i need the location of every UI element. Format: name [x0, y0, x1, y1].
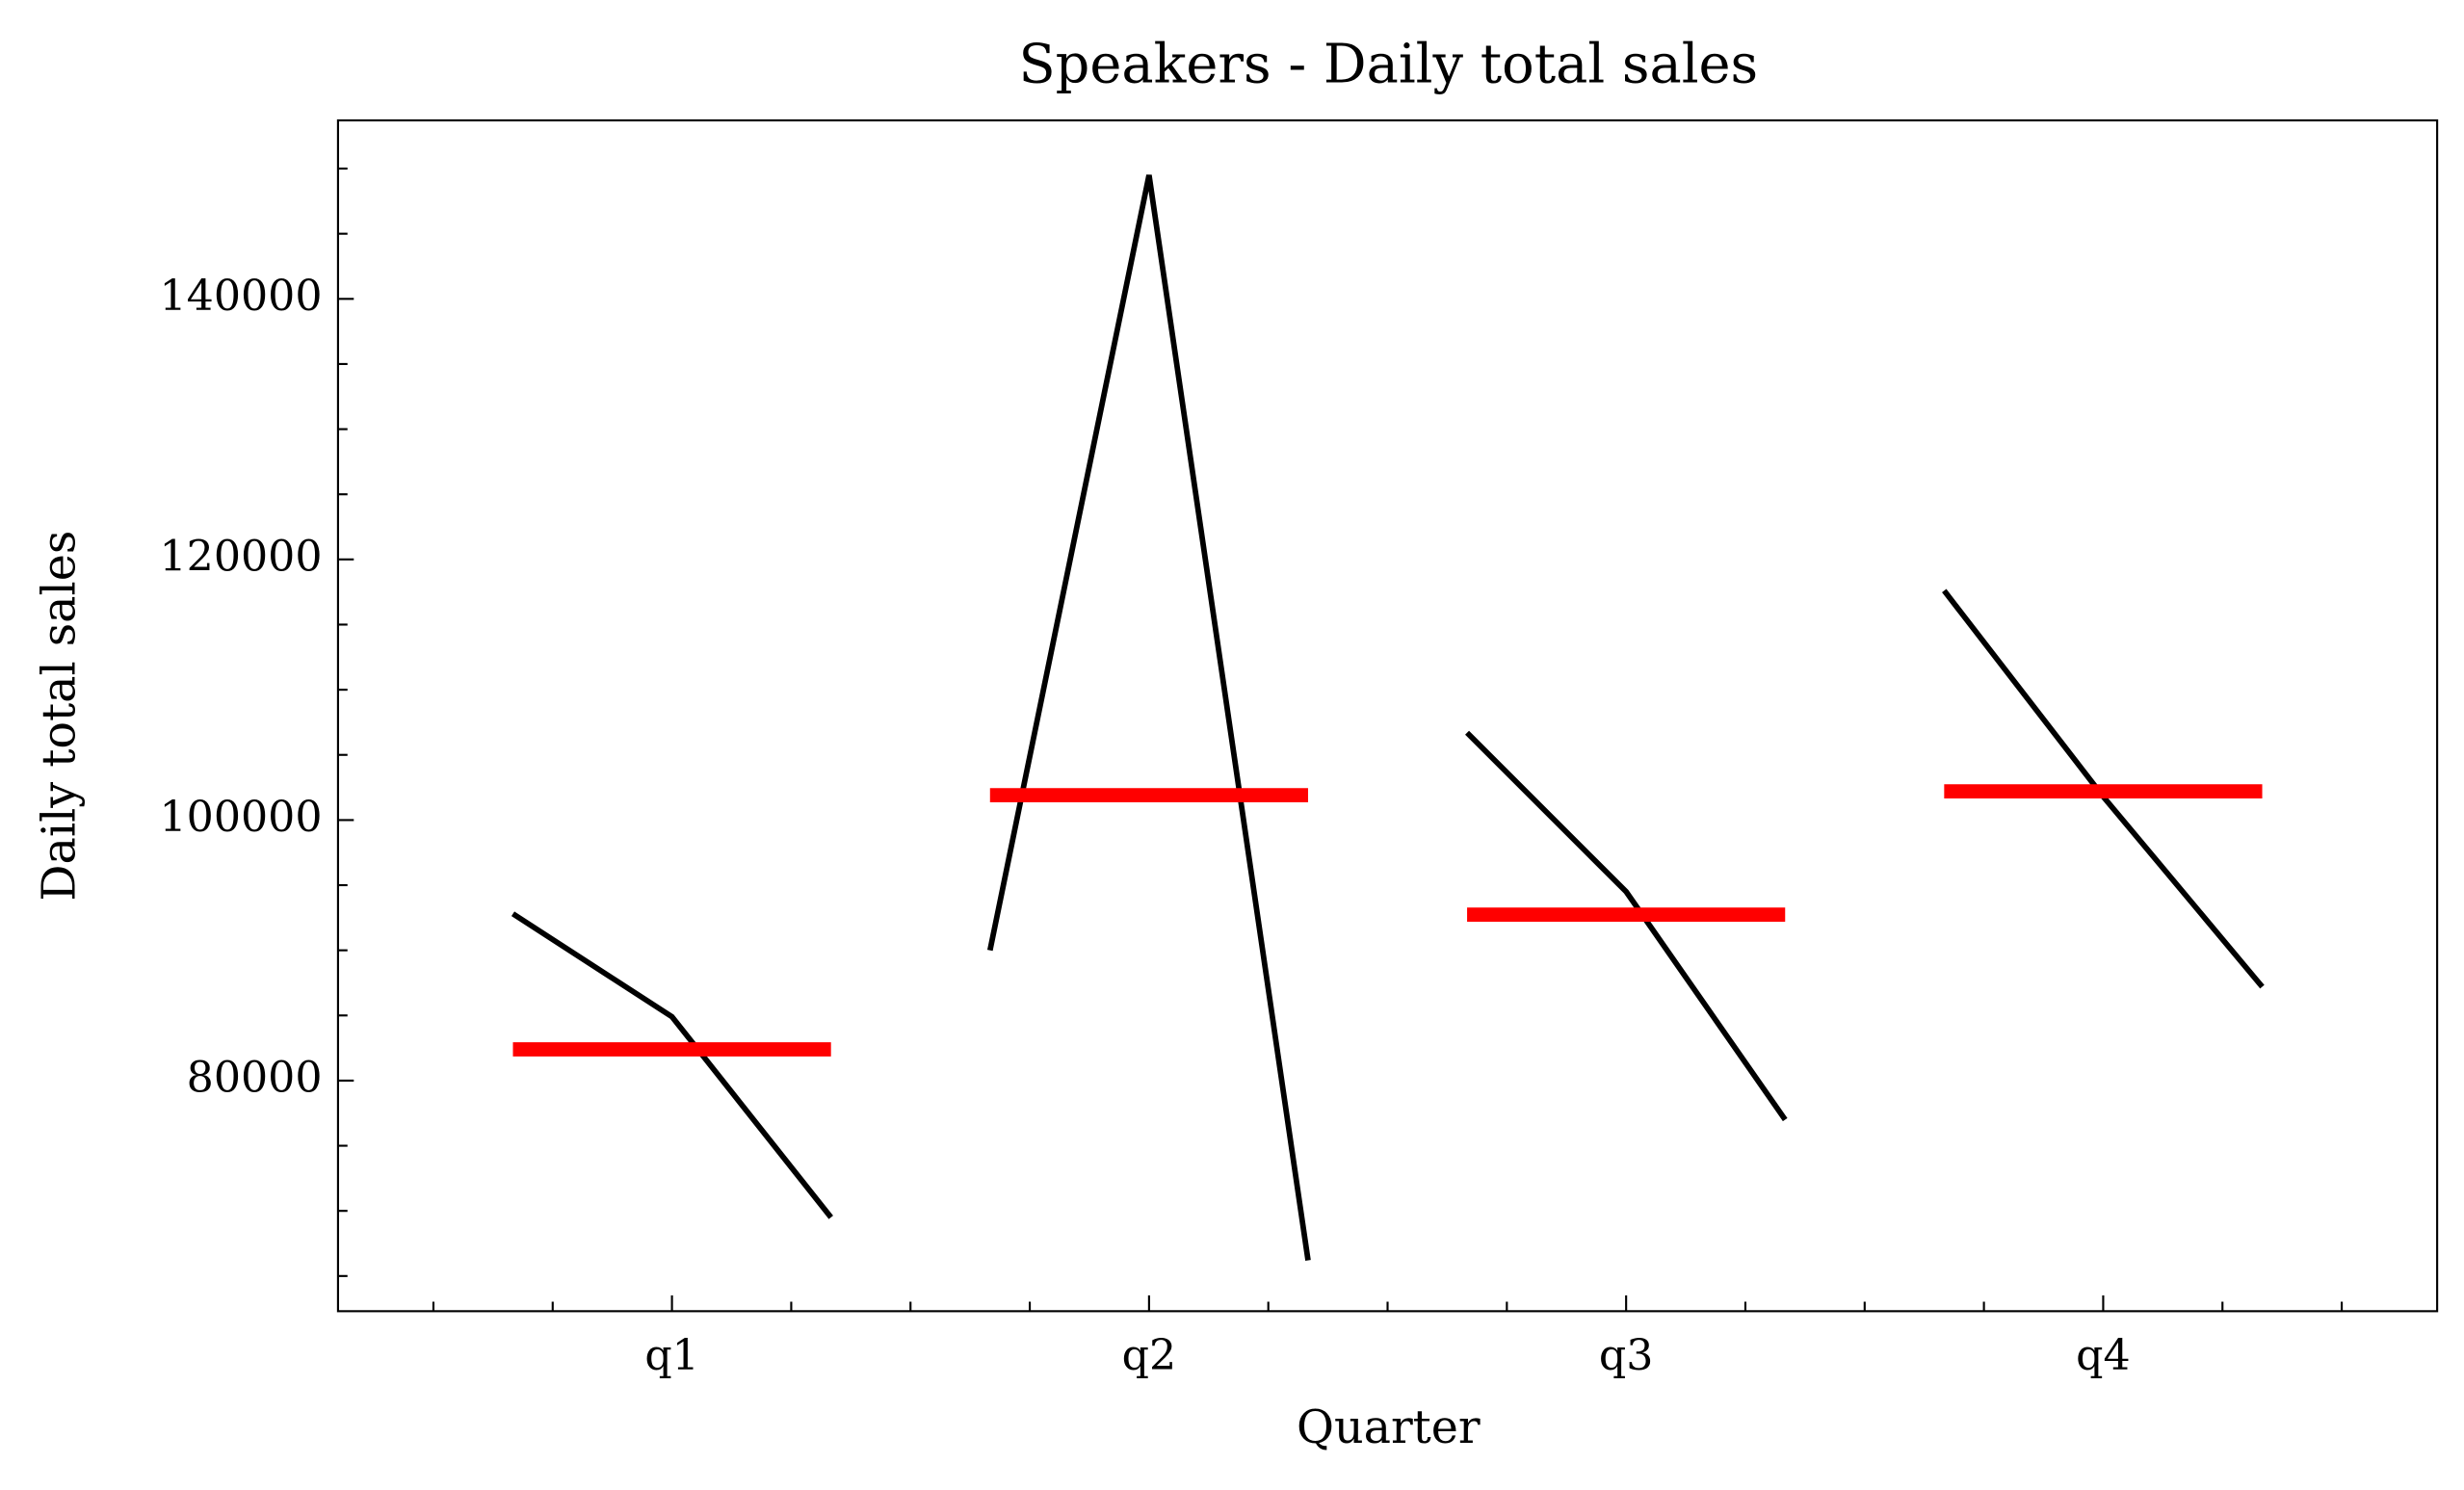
x-axis-label: Quarter — [1297, 1401, 1481, 1454]
y-tick-label: 100000 — [160, 793, 323, 842]
subseries-line — [986, 174, 1311, 1262]
y-axis-label: Daily total sales — [34, 531, 87, 902]
x-tick-label: q4 — [2076, 1331, 2131, 1380]
x-tick-label: q3 — [1599, 1331, 1654, 1380]
x-tick-label: q2 — [1122, 1331, 1176, 1380]
y-tick-label: 140000 — [160, 272, 323, 321]
y-tick-label: 120000 — [160, 532, 323, 581]
subseries-line — [511, 911, 833, 1219]
chart-title: Speakers - Daily total sales — [1018, 33, 1758, 95]
plot-frame — [336, 118, 2439, 1313]
x-tick-label: q1 — [644, 1331, 699, 1380]
subseries-line — [1465, 730, 1788, 1122]
y-tick-label: 80000 — [187, 1053, 323, 1102]
